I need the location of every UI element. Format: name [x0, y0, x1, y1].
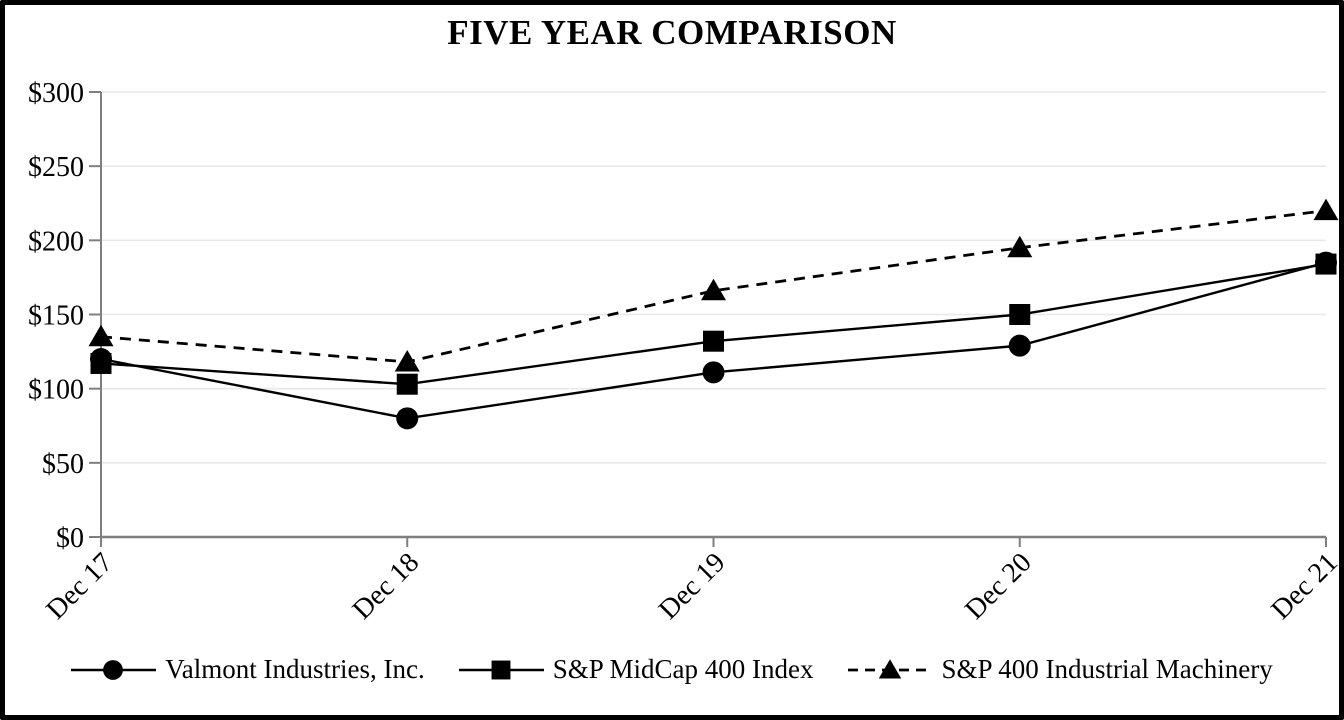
legend-label-sp-400-industrial-machinery: S&P 400 Industrial Machinery — [941, 654, 1273, 684]
square-marker — [1315, 253, 1337, 275]
y-axis-label: $50 — [42, 449, 84, 480]
legend-square-marker — [491, 660, 511, 679]
y-axis-label: $250 — [28, 152, 84, 183]
circle-marker — [396, 407, 419, 430]
y-axis-label: $300 — [28, 78, 84, 109]
x-axis-label: Dec 19 — [653, 547, 732, 626]
triangle-marker — [394, 349, 420, 372]
legend-item-sp-400-industrial-machinery: S&P 400 Industrial Machinery — [847, 654, 1273, 685]
legend-item-sp-midcap-400: S&P MidCap 400 Index — [458, 654, 814, 685]
square-marker — [1009, 304, 1031, 325]
square-marker — [396, 373, 418, 395]
chart-legend: Valmont Industries, Inc. S&P MidCap 400 … — [0, 654, 1344, 685]
triangle-marker — [701, 278, 726, 301]
legend-item-valmont: Valmont Industries, Inc. — [71, 654, 425, 685]
y-axis-label: $150 — [28, 301, 84, 332]
square-solid-line-icon — [458, 660, 544, 679]
square-marker — [703, 330, 724, 352]
y-axis-label: $0 — [56, 523, 84, 554]
square-marker — [90, 352, 112, 374]
triangle-marker — [1007, 235, 1033, 258]
y-axis-label: $200 — [28, 226, 84, 257]
x-axis-label: Dec 21 — [1265, 547, 1344, 626]
triangle-dashed-line-icon — [847, 658, 933, 679]
circle-marker — [702, 361, 725, 384]
legend-label-sp-midcap-400: S&P MidCap 400 Index — [552, 654, 814, 684]
legend-triangle-marker — [878, 658, 901, 679]
y-axis-label: $100 — [28, 375, 84, 406]
legend-label-valmont: Valmont Industries, Inc. — [165, 654, 425, 684]
x-axis-label: Dec 17 — [40, 547, 119, 626]
series-line-triangle — [100, 209, 1327, 364]
x-axis-label: Dec 20 — [959, 547, 1038, 626]
circle-marker — [1008, 334, 1031, 357]
triangle-marker — [1313, 198, 1339, 221]
triangle-marker — [88, 324, 114, 347]
circle-solid-line-icon — [71, 659, 157, 680]
legend-circle-marker — [103, 659, 124, 680]
chart-title: FIVE YEAR COMPARISON — [447, 13, 897, 52]
x-axis-label: Dec 18 — [347, 547, 426, 626]
